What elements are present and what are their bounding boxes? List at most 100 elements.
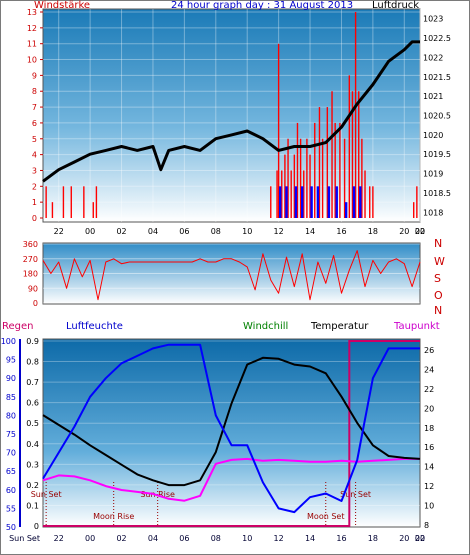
wind-tick-label: 5 [32,135,37,144]
time-tick-label: 14 [305,227,315,236]
humidity-tick-label: 90 [6,374,16,383]
windchill-label: Windchill [243,321,289,332]
pressure-tick-label: 1018.5 [423,189,451,198]
plot-area-direction [42,242,421,305]
time-tick-label: 22 [415,227,425,236]
time-tick-label: 00 [85,227,95,236]
bottom-time-tick-label: 08 [211,534,221,543]
temperature-tick-label: 22 [424,385,434,394]
event-label: Moon Set [307,512,344,521]
luftdruck-label: Luftdruck [372,0,420,11]
bottom-time-tick-label: 06 [179,534,189,543]
wind-tick-label: 1 [32,198,37,207]
pressure-tick-label: 1019 [423,170,443,179]
rain-tick-label: 0.5 [26,419,39,428]
temperature-tick-label: 26 [424,346,434,355]
bottom-time-tick-label: 22 [54,534,64,543]
humidity-line [42,343,420,514]
wind-tick-label: 11 [27,40,37,49]
time-tick-label: 22 [54,227,64,236]
humidity-tick-label: 85 [6,393,16,402]
time-tick-label: 02 [116,227,126,236]
temperature-line [42,356,421,487]
plot-area-wind [42,8,421,223]
rain-line [348,340,420,527]
humidity-tick-label: 70 [6,449,16,458]
luftfeuchte-label: Luftfeuchte [66,321,123,332]
temperature-tick-label: 8 [424,521,429,530]
pressure-tick-label: 1023 [423,15,443,24]
time-tick-label: 18 [368,227,378,236]
regen-label: Regen [2,321,34,332]
temperature-tick-label: 16 [424,443,434,452]
direction-line [42,250,421,301]
temperature-tick-label: 18 [424,424,434,433]
wind-tick-label: 3 [32,166,37,175]
rain-tick-label: 0.1 [26,501,39,510]
rain-tick-label: 0 [34,522,39,531]
direction-tick-label: 0 [33,299,38,308]
wind-tick-label: 10 [27,56,37,65]
temperature-tick-label: 14 [424,463,434,472]
humidity-tick-label: 75 [6,430,16,439]
temperature-tick-label: 24 [424,365,434,374]
wind-tick-label: 13 [27,8,37,17]
pressure-tick-label: 1021.5 [423,73,451,82]
bottom-time-tick-label: 00 [415,534,425,543]
bottom-time-tick-label: 12 [274,534,284,543]
wind-tick-label: 2 [32,182,37,191]
wind-tick-label: 9 [32,71,37,80]
humidity-tick-label: 100 [1,337,16,346]
wind-tick-label: 8 [32,87,37,96]
pressure-tick-label: 1022 [423,53,443,62]
direction-label-s: S [434,272,441,285]
bottom-time-tick-label: 20 [399,534,409,543]
humidity-tick-label: 60 [6,486,16,495]
bottom-time-tick-label: 14 [305,534,315,543]
wind-pressure-panel: 01234567891011121310181018.510191019.510… [27,8,451,236]
pressure-tick-label: 1021 [423,92,443,101]
humidity-tick-label: 55 [6,504,16,513]
pressure-tick-label: 1022.5 [423,34,451,43]
temperature-tick-label: 20 [424,404,434,413]
temperature-tick-label: 10 [424,502,434,511]
windstaerke-label: Windstärke [34,0,91,11]
pressure-tick-label: 1019.5 [423,150,451,159]
page-title: 24 hour graph day : 31 August 2013 [171,0,354,11]
time-tick-label: 10 [242,227,252,236]
pressure-line [42,40,420,183]
temperature-tick-label: 12 [424,482,434,491]
direction-tick-label: 180 [23,270,38,279]
bottom-time-tick-label: Sun Set [9,534,40,543]
direction-tick-label: 90 [28,284,38,293]
direction-tick-label: 270 [23,255,38,264]
rain-tick-label: 0.3 [26,460,39,469]
bottom-time-tick-label: 22 [415,534,425,543]
time-tick-label: 04 [148,227,158,236]
wind-tick-label: 0 [32,214,37,223]
bottom-time-tick-label: 00 [85,534,95,543]
direction-tick-label: 360 [23,240,38,249]
wind-direction-panel: 0 90 180 270 360 [23,240,421,308]
rain-tick-label: 0.7 [26,378,39,387]
taupunkt-label: Taupunkt [394,321,440,332]
wind-tick-label: 6 [32,119,37,128]
time-tick-label: 06 [179,227,189,236]
pressure-tick-label: 1020.5 [423,112,451,121]
time-tick-label: 20 [399,227,409,236]
temperatur-label: Temperatur [311,321,369,332]
time-tick-label: 00 [415,227,425,236]
event-label: Sun Set [340,490,371,499]
humidity-tick-label: 95 [6,356,16,365]
humidity-tick-label: 80 [6,411,16,420]
wind-tick-label: 7 [32,103,37,112]
bottom-time-tick-label: 10 [242,534,252,543]
rain-tick-label: 0.4 [26,440,39,449]
pressure-tick-label: 1018 [423,208,443,217]
time-tick-label: 16 [336,227,346,236]
pressure-tick-label: 1020 [423,131,443,140]
time-tick-label: 12 [274,227,284,236]
direction-label-n2: N [434,304,443,317]
direction-label-n: N [434,237,443,250]
